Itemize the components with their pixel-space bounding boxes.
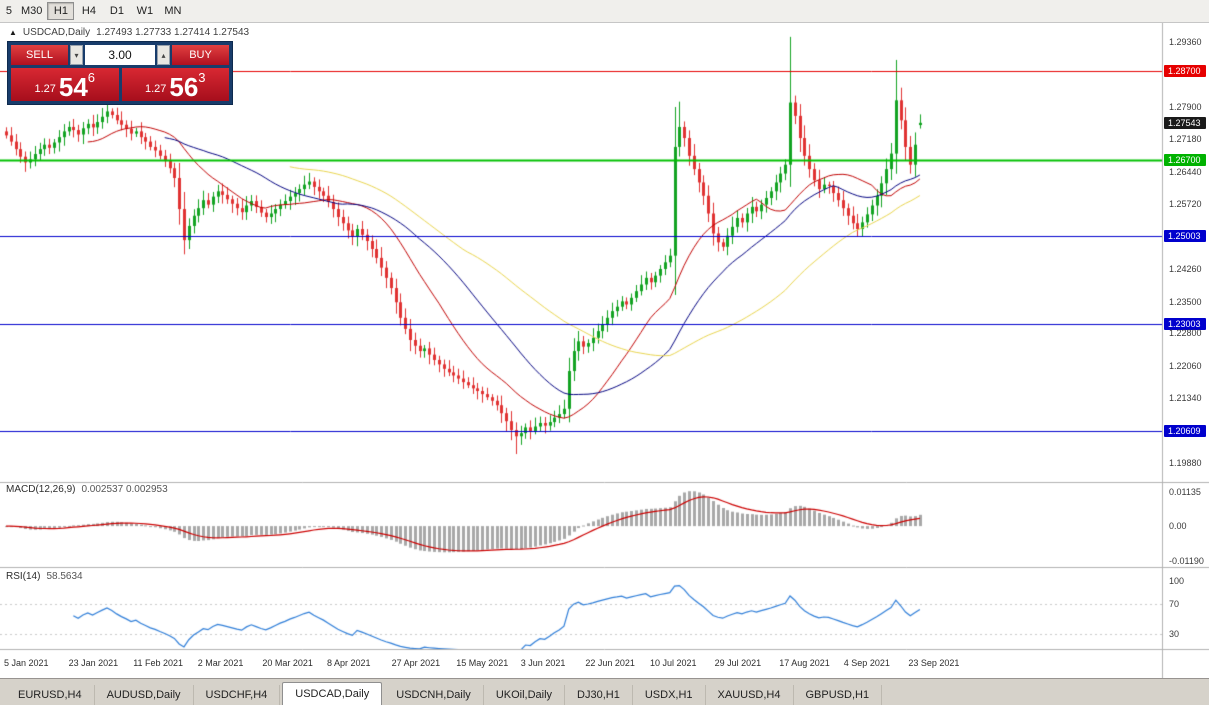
price-axis-label: 1.25720 [1169,198,1202,209]
volume-decrement-button[interactable]: ▾ [70,45,83,65]
date-label: 20 Mar 2021 [262,658,313,668]
chart-tab-dj30[interactable]: DJ30,H1 [565,685,633,705]
price-line-badge-1.20609[interactable]: 1.20609 [1164,424,1206,437]
price-axis-label: 1.22800 [1169,328,1202,339]
buy-price-prefix: 1.27 [144,83,167,95]
macd-pane-header: MACD(12,26,9) 0.002537 0.002953 [6,484,168,495]
rsi-axis-label: 30 [1169,628,1180,639]
date-label: 2 Mar 2021 [197,658,244,668]
chart-tab-audusd[interactable]: AUDUSD,Daily [95,685,194,705]
rsi-value: 58.5634 [46,571,83,582]
rsi-axis-label: 70 [1169,598,1180,609]
price-line-badge-1.23003[interactable]: 1.23003 [1164,318,1206,331]
price-axis-label: 1.27180 [1169,133,1202,144]
macd-axis-label: 0.01135 [1169,487,1201,498]
price-line-badge-1.25003[interactable]: 1.25003 [1164,229,1206,242]
date-label: 27 Apr 2021 [391,658,441,668]
chart-tab-ukoil[interactable]: UKOil,Daily [484,685,566,705]
buy-price-pip: 3 [198,70,206,85]
sell-price-pip: 6 [87,70,96,85]
date-label: 10 Jul 2021 [650,658,697,668]
date-label: 23 Sep 2021 [908,658,960,668]
price-axis: 1.29360 1.28700 1.27900 1.27543 1.27180 1.267… [1163,0,1209,679]
price-line-badge-1.26700[interactable]: 1.26700 [1164,154,1206,167]
chart-tab-usdchf[interactable]: USDCHF,H4 [194,685,281,705]
ohlc-readout: 1.27493 1.27733 1.27414 1.27543 [96,27,250,38]
price-axis-label: 1.22060 [1169,361,1202,372]
chart-symbol-header: ▲ USDCAD,Daily 1.27493 1.27733 1.27414 1… [9,27,249,38]
timeframe-toolbar: 5 M30 H1 H4 D1 W1 MN [0,0,1209,23]
price-axis-label: 1.23500 [1169,297,1202,308]
chart-tab-eurusd[interactable]: EURUSD,H4 [6,685,95,705]
date-label: 3 Jun 2021 [520,658,566,668]
chart-tab-xauusd[interactable]: XAUUSD,H4 [706,685,794,705]
date-label: 11 Feb 2021 [133,658,184,668]
one-click-toggle-icon[interactable]: ▲ [9,28,17,37]
date-label: 5 Jan 2021 [4,658,49,668]
date-label: 17 Aug 2021 [779,658,830,668]
chart-tab-bar: EURUSD,H4 AUDUSD,Daily USDCHF,H4 USDCAD,Dai… [0,678,1209,705]
date-label: 8 Apr 2021 [327,658,371,668]
volume-input[interactable]: 3.00 [85,45,155,65]
price-axis-label: 1.24260 [1169,263,1202,274]
date-label: 4 Sep 2021 [843,658,890,668]
chevron-up-icon: ▴ [161,50,166,60]
sell-button[interactable]: SELL [11,45,68,65]
date-label: 15 May 2021 [456,658,509,668]
rsi-label: RSI(14) [6,571,41,582]
sell-price-button[interactable]: 1.27 54 6 [11,68,119,101]
rsi-axis-label: 100 [1169,576,1185,586]
one-click-trade-panel: SELL ▾ 3.00 ▴ BUY 1.27 54 6 1.27 56 3 [8,42,232,104]
chart-tab-usdcad[interactable]: USDCAD,Daily [282,682,383,705]
sell-price-main: 54 [58,72,88,102]
timeframe-button-d1[interactable]: D1 [109,5,124,17]
buy-button[interactable]: BUY [172,45,229,65]
price-axis-label: 1.26440 [1169,166,1202,177]
symbol-title: USDCAD,Daily [22,27,91,38]
macd-values: 0.002537 0.002953 [81,484,168,495]
price-axis-label: 1.27900 [1169,101,1202,112]
price-axis-label: 1.19880 [1169,457,1202,468]
sell-price-prefix: 1.27 [34,83,56,95]
price-line-badge-1.27543[interactable]: 1.27543 [1164,116,1206,129]
macd-label: MACD(12,26,9) [6,484,76,495]
timeframe-button-m30[interactable]: M30 [21,5,43,17]
buy-price-main: 56 [169,72,199,102]
chart-tab-gbpusd[interactable]: GBPUSD,H1 [794,685,883,705]
price-axis-label: 1.29360 [1169,37,1202,48]
macd-axis-label: 0.00 [1169,521,1187,532]
rsi-pane-header: RSI(14) 58.5634 [6,571,83,582]
buy-price-button[interactable]: 1.27 56 3 [121,68,229,102]
timeframe-button-5[interactable]: 5 [5,5,12,17]
date-label: 29 Jul 2021 [714,658,762,668]
chart-tab-usdcnh[interactable]: USDCNH,Daily [384,685,484,705]
volume-increment-button[interactable]: ▴ [157,45,170,65]
date-label: 23 Jan 2021 [68,658,119,668]
timeframe-button-h4[interactable]: H4 [81,5,96,17]
timeframe-button-h1[interactable]: H1 [47,2,75,20]
time-axis: 5 Jan 2021 23 Jan 2021 11 Feb 2021 2 Mar 20… [0,650,1162,674]
timeframe-button-w1[interactable]: W1 [136,5,154,17]
timeframe-button-mn[interactable]: MN [164,5,182,17]
macd-axis-label: -0.01190 [1169,556,1204,567]
chevron-down-icon: ▾ [74,50,79,60]
price-axis-label: 1.21340 [1169,393,1202,404]
chart-tab-usdx[interactable]: USDX,H1 [633,685,706,705]
date-label: 22 Jun 2021 [585,658,635,668]
price-line-badge-1.28700[interactable]: 1.28700 [1164,65,1206,78]
